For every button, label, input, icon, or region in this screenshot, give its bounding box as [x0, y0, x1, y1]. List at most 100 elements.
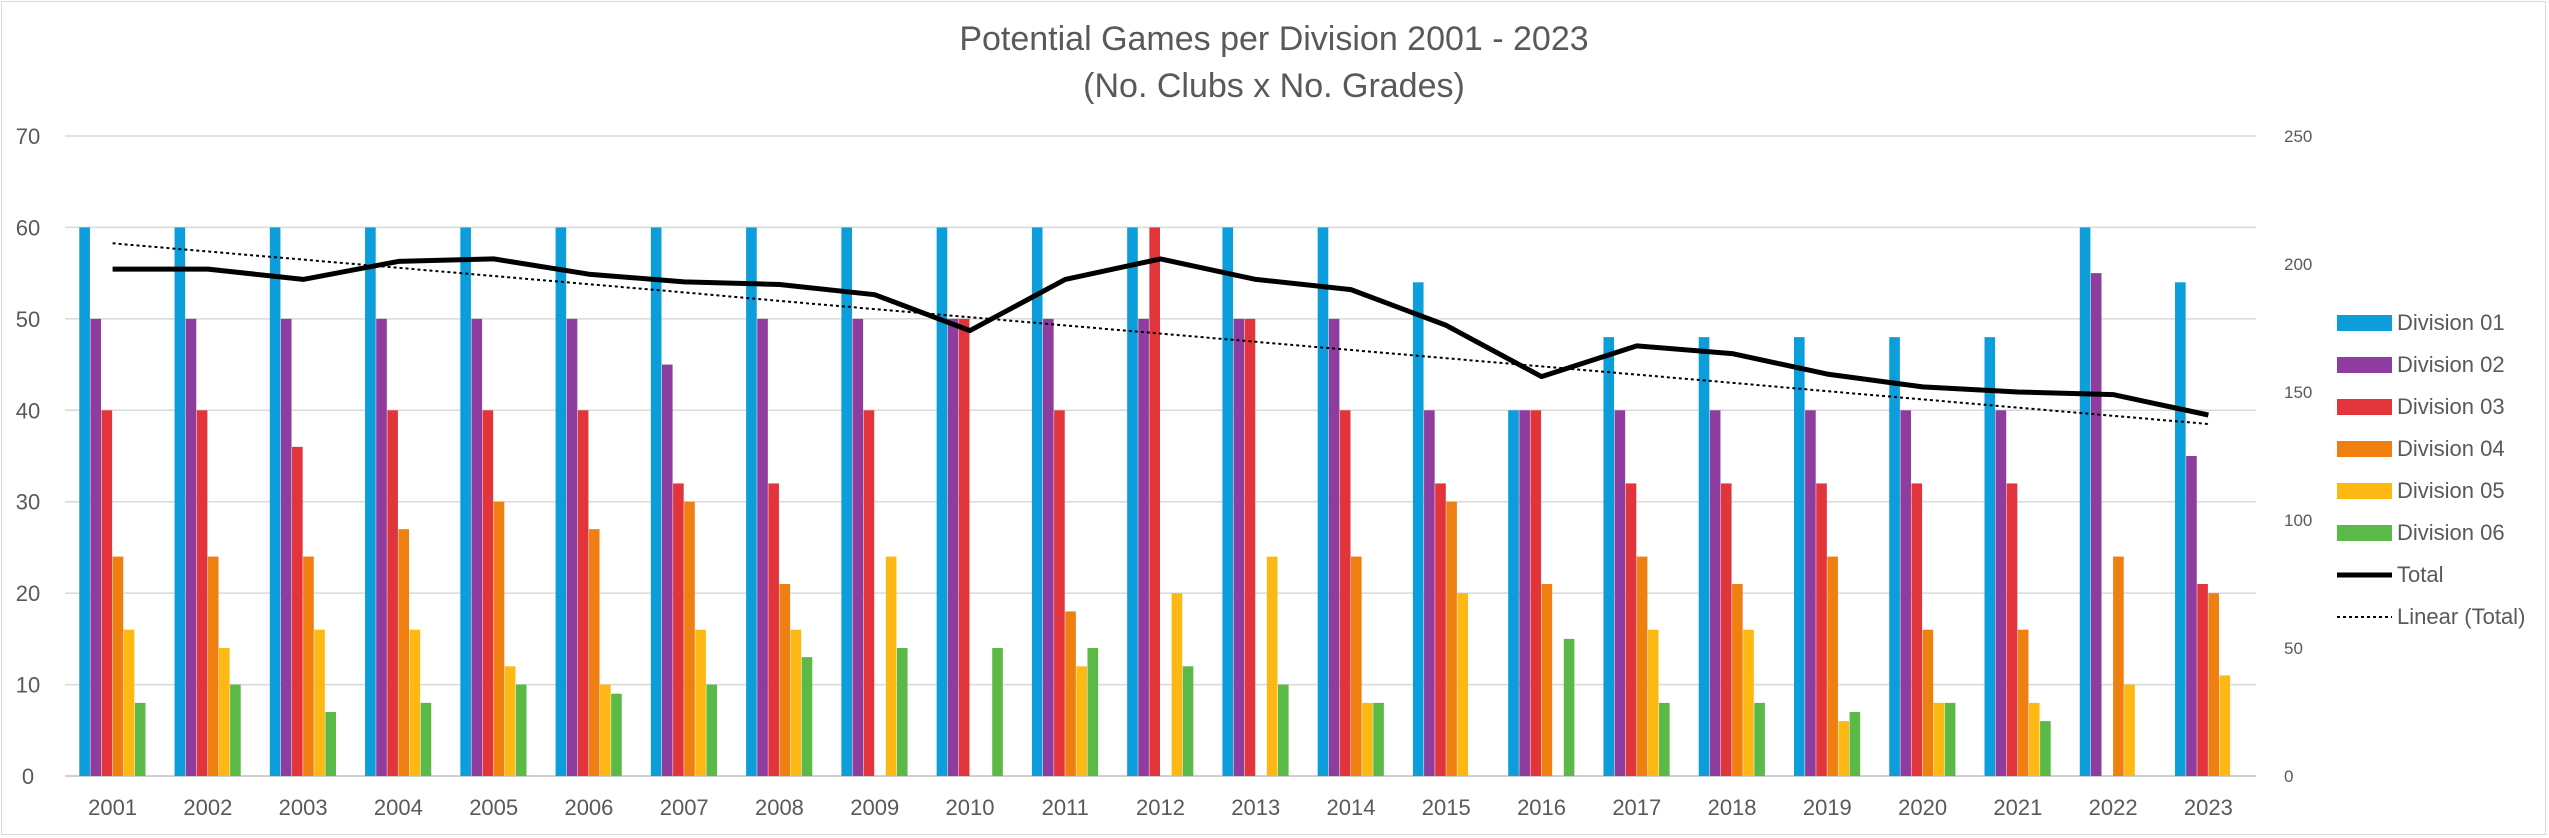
- bar: [2006, 483, 2018, 776]
- x-tick-label: 2023: [2184, 795, 2233, 820]
- bar: [79, 227, 90, 776]
- y-tick-label: 30: [16, 490, 40, 515]
- bar: [768, 483, 779, 776]
- bar: [1933, 702, 1945, 776]
- bar: [992, 648, 1003, 776]
- bar: [1182, 666, 1194, 776]
- bar: [1816, 483, 1827, 776]
- bar: [958, 318, 970, 776]
- y2-tick-label: 100: [2284, 511, 2312, 530]
- bar: [1412, 282, 1424, 776]
- bar: [1563, 638, 1575, 776]
- trend-line: [112, 242, 2209, 425]
- bar: [896, 648, 908, 776]
- bar: [600, 684, 611, 776]
- bar: [493, 501, 505, 776]
- bar: [555, 227, 567, 776]
- bar: [2028, 702, 2040, 776]
- bar: [1043, 318, 1054, 776]
- bar: [588, 529, 600, 776]
- bar: [1339, 410, 1351, 776]
- bar: [1065, 611, 1076, 776]
- bar: [387, 410, 398, 776]
- legend-swatch: [2337, 399, 2392, 415]
- bar: [1373, 702, 1384, 776]
- legend-label: Division 05: [2397, 478, 2505, 503]
- x-tick-label: 2016: [1517, 795, 1566, 820]
- bar: [2124, 684, 2135, 776]
- bar: [611, 693, 622, 776]
- y-tick-label: 10: [16, 673, 40, 698]
- bar: [325, 712, 336, 776]
- bar: [515, 684, 527, 776]
- legend-swatch: [2337, 315, 2392, 331]
- bar: [185, 318, 197, 776]
- bar: [230, 684, 241, 776]
- bar: [2208, 593, 2219, 776]
- bar: [863, 410, 875, 776]
- bar: [1508, 410, 1519, 776]
- legend-label: Total: [2397, 562, 2443, 587]
- bar: [1351, 556, 1362, 776]
- x-tick-label: 2022: [2089, 795, 2138, 820]
- bar: [1754, 702, 1765, 776]
- bar: [409, 629, 421, 776]
- bar: [661, 364, 673, 776]
- y2-tick-label: 200: [2284, 255, 2312, 274]
- bar: [1659, 702, 1670, 776]
- bar: [673, 483, 684, 776]
- bar: [852, 318, 864, 776]
- x-tick-label: 2001: [88, 795, 137, 820]
- bar: [801, 657, 813, 776]
- bar: [1827, 556, 1838, 776]
- bar: [1031, 227, 1043, 776]
- bar: [1087, 648, 1099, 776]
- bar: [1911, 483, 1923, 776]
- bar: [207, 556, 219, 776]
- x-tick-label: 2017: [1612, 795, 1661, 820]
- x-tick-label: 2020: [1898, 795, 1947, 820]
- legend-label: Linear (Total): [2397, 604, 2525, 629]
- bar: [2040, 721, 2051, 776]
- bar: [2017, 629, 2029, 776]
- bar: [790, 629, 802, 776]
- bar: [1171, 593, 1183, 776]
- bar: [779, 584, 791, 776]
- x-tick-label: 2014: [1327, 795, 1376, 820]
- x-tick-label: 2008: [755, 795, 804, 820]
- bar: [947, 318, 959, 776]
- bar: [101, 410, 113, 776]
- chart-title: Potential Games per Division 2001 - 2023: [959, 20, 1588, 58]
- bar: [398, 529, 410, 776]
- bar: [280, 318, 292, 776]
- bar: [706, 684, 718, 776]
- bar: [885, 556, 897, 776]
- bar: [1127, 227, 1138, 776]
- bar: [2113, 556, 2124, 776]
- legend-label: Division 04: [2397, 436, 2505, 461]
- bar: [1849, 712, 1861, 776]
- bar: [1995, 410, 2007, 776]
- bar: [2186, 456, 2197, 776]
- bar: [577, 410, 589, 776]
- x-tick-label: 2021: [1993, 795, 2042, 820]
- bar: [1698, 337, 1710, 776]
- bar: [1328, 318, 1340, 776]
- x-tick-label: 2018: [1708, 795, 1757, 820]
- x-tick-label: 2005: [469, 795, 518, 820]
- y2-tick-label: 250: [2284, 127, 2312, 146]
- legend-label: Division 01: [2397, 310, 2505, 335]
- bar: [1984, 337, 1996, 776]
- y2-tick-label: 50: [2284, 639, 2303, 658]
- bar: [1743, 629, 1754, 776]
- bar: [482, 410, 494, 776]
- bar: [1424, 410, 1435, 776]
- legend-swatch: [2337, 525, 2392, 541]
- bar: [1054, 410, 1065, 776]
- bar: [90, 318, 102, 776]
- bar: [1233, 318, 1245, 776]
- bar: [376, 318, 387, 776]
- bar: [1519, 410, 1530, 776]
- bar: [1317, 227, 1329, 776]
